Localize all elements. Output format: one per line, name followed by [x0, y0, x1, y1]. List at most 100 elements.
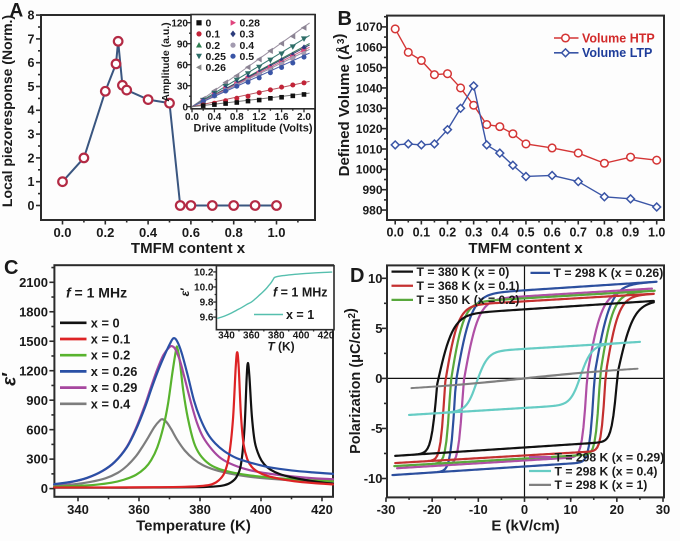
svg-text:T = 298 K (x = 0.29): T = 298 K (x = 0.29) — [555, 450, 665, 464]
svg-text:1070: 1070 — [356, 20, 383, 34]
svg-text:1.0: 1.0 — [267, 225, 285, 240]
svg-text:x = 1: x = 1 — [286, 308, 314, 322]
svg-text:1060: 1060 — [356, 41, 383, 55]
svg-text:D: D — [350, 265, 364, 287]
svg-text:380: 380 — [268, 331, 285, 342]
svg-text:T = 298 K (x = 0.26): T = 298 K (x = 0.26) — [554, 266, 664, 280]
svg-text:TMFM content x: TMFM content x — [131, 240, 246, 257]
svg-text:0.0: 0.0 — [185, 112, 199, 123]
svg-text:0: 0 — [521, 502, 528, 517]
svg-text:0.28: 0.28 — [240, 18, 261, 30]
svg-text:400: 400 — [250, 502, 272, 517]
svg-text:2100: 2100 — [19, 275, 48, 290]
svg-text:1800: 1800 — [19, 304, 48, 319]
svg-text:1: 1 — [28, 175, 35, 189]
svg-text:f = 1 MHz: f = 1 MHz — [273, 286, 328, 300]
svg-text:990: 990 — [362, 183, 382, 197]
svg-text:120: 120 — [171, 18, 188, 29]
svg-text:0.1: 0.1 — [206, 29, 221, 41]
svg-text:T (K): T (K) — [267, 340, 294, 354]
svg-text:0: 0 — [206, 18, 212, 30]
svg-text:f = 1 MHz: f = 1 MHz — [66, 285, 127, 301]
svg-text:0.6: 0.6 — [543, 226, 560, 240]
svg-text:Temperature (K): Temperature (K) — [136, 518, 251, 535]
svg-text:3: 3 — [28, 128, 35, 142]
svg-text:Defined Volume (Å3): Defined Volume (Å3) — [331, 34, 353, 177]
svg-text:T = 368 K (x = 0.1): T = 368 K (x = 0.1) — [417, 279, 520, 293]
svg-text:Volume HTP: Volume HTP — [582, 31, 655, 45]
svg-text:Local piezoresponse (Norm.): Local piezoresponse (Norm.) — [0, 15, 15, 207]
svg-text:420: 420 — [311, 502, 333, 517]
svg-text:0.0: 0.0 — [53, 225, 71, 240]
svg-text:0.26: 0.26 — [206, 62, 227, 74]
svg-text:20: 20 — [610, 502, 624, 517]
svg-text:0.25: 0.25 — [206, 51, 227, 63]
svg-text:C: C — [4, 257, 18, 279]
svg-text:0: 0 — [41, 481, 48, 496]
svg-text:-10: -10 — [364, 471, 383, 486]
svg-text:1020: 1020 — [356, 122, 383, 136]
svg-text:600: 600 — [26, 422, 48, 437]
svg-text:1010: 1010 — [356, 142, 383, 156]
svg-text:B: B — [338, 8, 352, 30]
svg-text:5: 5 — [375, 321, 382, 336]
svg-text:x = 0.26: x = 0.26 — [91, 364, 138, 379]
svg-text:980: 980 — [362, 203, 382, 217]
svg-text:10: 10 — [563, 502, 577, 517]
svg-text:0.5: 0.5 — [240, 51, 255, 63]
svg-text:60: 60 — [177, 60, 189, 71]
svg-text:Drive amplitude (Volts): Drive amplitude (Volts) — [194, 123, 313, 135]
svg-text:x = 0.1: x = 0.1 — [91, 332, 131, 347]
svg-text:Volume LTP: Volume LTP — [582, 46, 652, 60]
svg-text:1200: 1200 — [19, 363, 48, 378]
svg-text:0.8: 0.8 — [225, 225, 243, 240]
svg-text:10: 10 — [368, 271, 382, 286]
svg-text:-10: -10 — [469, 502, 488, 517]
svg-text:T = 350 K (x = 0.2): T = 350 K (x = 0.2) — [417, 293, 520, 307]
svg-text:0.4: 0.4 — [207, 112, 221, 123]
svg-text:x = 0: x = 0 — [91, 315, 120, 330]
svg-text:0.8: 0.8 — [230, 112, 244, 123]
svg-text:900: 900 — [26, 393, 48, 408]
svg-text:1.6: 1.6 — [275, 112, 289, 123]
svg-text:1.2: 1.2 — [252, 112, 266, 123]
svg-text:1040: 1040 — [356, 81, 383, 95]
svg-text:0.2: 0.2 — [439, 226, 456, 240]
svg-text:420: 420 — [318, 331, 335, 342]
svg-text:-30: -30 — [377, 502, 396, 517]
svg-text:0.3: 0.3 — [465, 226, 482, 240]
svg-text:8: 8 — [28, 9, 35, 23]
svg-text:1030: 1030 — [356, 102, 383, 116]
svg-text:ε′: ε′ — [0, 372, 21, 386]
svg-text:0.3: 0.3 — [240, 29, 255, 41]
svg-text:30: 30 — [177, 81, 189, 92]
svg-text:4: 4 — [28, 104, 35, 118]
svg-text:0.2: 0.2 — [206, 40, 221, 52]
svg-text:90: 90 — [177, 39, 189, 50]
svg-text:Amplitude (a.u.): Amplitude (a.u.) — [160, 22, 172, 101]
svg-text:0.1: 0.1 — [413, 226, 430, 240]
svg-text:7: 7 — [28, 32, 35, 46]
svg-text:0.5: 0.5 — [517, 226, 534, 240]
svg-text:0.8: 0.8 — [596, 226, 613, 240]
svg-text:A: A — [10, 1, 24, 22]
svg-text:9.6: 9.6 — [200, 313, 214, 324]
svg-text:0: 0 — [28, 199, 35, 213]
svg-text:TMFM content x: TMFM content x — [468, 240, 583, 257]
svg-text:E (kV/cm): E (kV/cm) — [491, 518, 559, 535]
svg-text:0.0: 0.0 — [387, 226, 404, 240]
svg-text:9.8: 9.8 — [200, 298, 214, 309]
svg-text:0.7: 0.7 — [570, 226, 587, 240]
svg-text:380: 380 — [189, 502, 211, 517]
svg-text:1.0: 1.0 — [648, 226, 665, 240]
svg-text:1500: 1500 — [19, 334, 48, 349]
svg-text:x = 0.2: x = 0.2 — [91, 348, 131, 363]
svg-text:360: 360 — [243, 331, 260, 342]
svg-text:0.9: 0.9 — [622, 226, 639, 240]
svg-text:T = 298 K (x = 0.4): T = 298 K (x = 0.4) — [555, 464, 658, 478]
svg-text:-20: -20 — [423, 502, 442, 517]
svg-text:10.2: 10.2 — [194, 268, 214, 279]
svg-text:1050: 1050 — [356, 61, 383, 75]
svg-text:x = 0.4: x = 0.4 — [91, 396, 131, 411]
svg-text:340: 340 — [218, 331, 235, 342]
